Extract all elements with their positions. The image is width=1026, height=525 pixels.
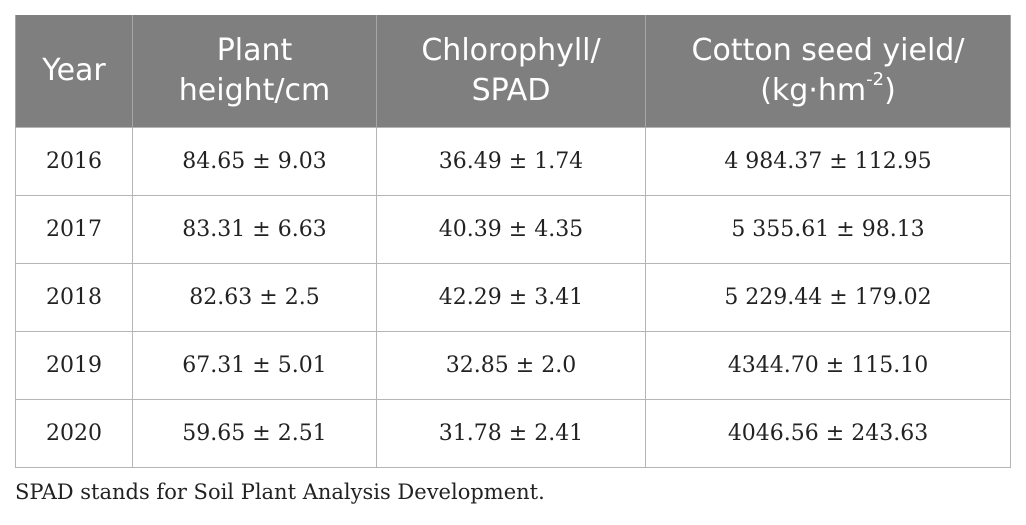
table-row: 2020 59.65 ± 2.51 31.78 ± 2.41 4046.56 ±… — [15, 399, 1011, 468]
cell-chlorophyll: 32.85 ± 2.0 — [376, 331, 646, 400]
cell-yield: 4344.70 ± 115.10 — [645, 331, 1011, 400]
cell-plant-height: 84.65 ± 9.03 — [132, 127, 377, 196]
header-plant-height: Plant height/cm — [132, 15, 377, 128]
data-table: Year Plant height/cm Chlorophyll/SPAD Cot… — [15, 15, 1011, 468]
cell-chlorophyll: 31.78 ± 2.41 — [376, 399, 646, 468]
table-header: Year Plant height/cm Chlorophyll/SPAD Cot… — [15, 15, 1011, 128]
cell-chlorophyll: 36.49 ± 1.74 — [376, 127, 646, 196]
table-row: 2016 84.65 ± 9.03 36.49 ± 1.74 4 984.37 … — [15, 127, 1011, 196]
table-row: 2019 67.31 ± 5.01 32.85 ± 2.0 4344.70 ± … — [15, 331, 1011, 400]
cell-chlorophyll: 42.29 ± 3.41 — [376, 263, 646, 332]
cell-yield: 5 355.61 ± 98.13 — [645, 195, 1011, 264]
cell-plant-height: 67.31 ± 5.01 — [132, 331, 377, 400]
header-row: Year Plant height/cm Chlorophyll/SPAD Cot… — [15, 15, 1011, 128]
header-chlorophyll: Chlorophyll/SPAD — [376, 15, 646, 128]
cell-plant-height: 82.63 ± 2.5 — [132, 263, 377, 332]
data-table-container: Year Plant height/cm Chlorophyll/SPAD Cot… — [15, 15, 1011, 468]
cell-plant-height: 59.65 ± 2.51 — [132, 399, 377, 468]
cell-year: 2020 — [15, 399, 133, 468]
header-year: Year — [15, 15, 133, 128]
cell-yield: 5 229.44 ± 179.02 — [645, 263, 1011, 332]
cell-plant-height: 83.31 ± 6.63 — [132, 195, 377, 264]
cell-yield: 4 984.37 ± 112.95 — [645, 127, 1011, 196]
table-body: 2016 84.65 ± 9.03 36.49 ± 1.74 4 984.37 … — [15, 127, 1011, 468]
table-row: 2018 82.63 ± 2.5 42.29 ± 3.41 5 229.44 ±… — [15, 263, 1011, 332]
cell-chlorophyll: 40.39 ± 4.35 — [376, 195, 646, 264]
cell-year: 2019 — [15, 331, 133, 400]
cell-year: 2017 — [15, 195, 133, 264]
cell-year: 2016 — [15, 127, 133, 196]
table-footnote: SPAD stands for Soil Plant Analysis Deve… — [15, 480, 545, 504]
table-row: 2017 83.31 ± 6.63 40.39 ± 4.35 5 355.61 … — [15, 195, 1011, 264]
cell-yield: 4046.56 ± 243.63 — [645, 399, 1011, 468]
cell-year: 2018 — [15, 263, 133, 332]
header-cotton-seed-yield: Cotton seed yield/(kg·hm-2) — [645, 15, 1011, 128]
